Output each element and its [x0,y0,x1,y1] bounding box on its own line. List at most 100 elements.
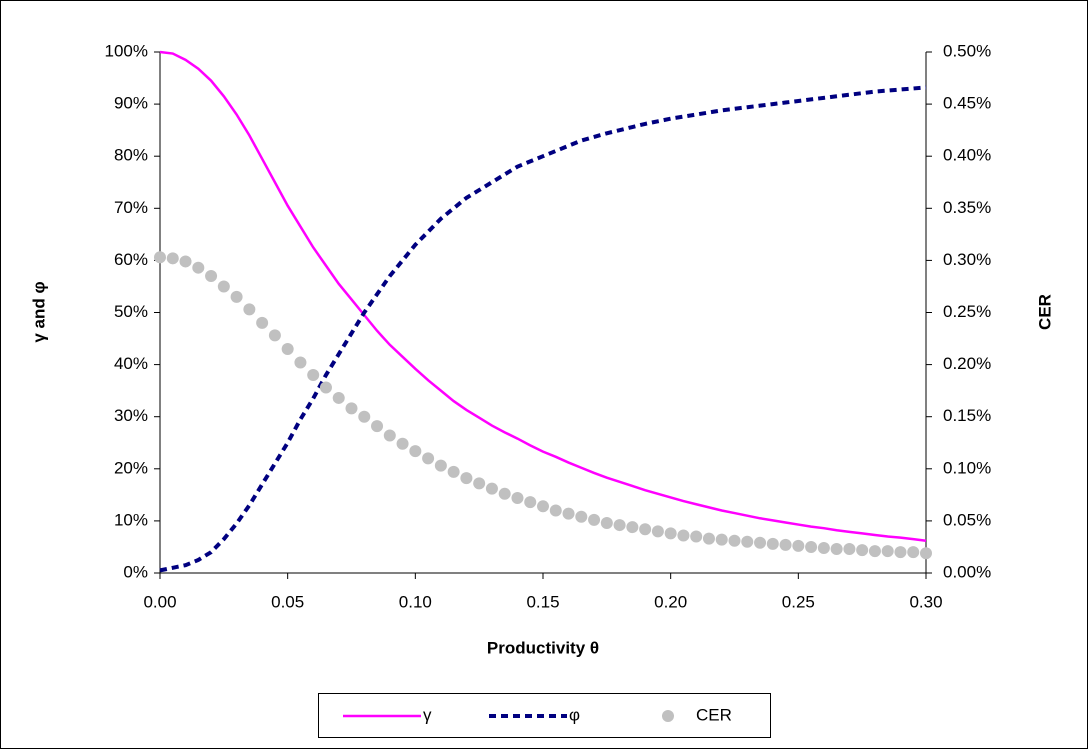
legend-swatch [662,710,674,722]
data-point [843,543,856,556]
y2-axis-title: CER [1035,294,1054,330]
x-tick-label: 0.10 [399,592,432,611]
data-point [358,410,371,423]
x-tick-label: 0.30 [909,592,942,611]
data-point [434,459,447,472]
x-tick-label: 0.05 [271,592,304,611]
data-point [549,504,562,517]
y2-tick-label: 0.30% [943,250,991,269]
data-point [307,369,320,382]
data-point [626,521,639,534]
y-tick-label: 70% [114,198,148,217]
data-point [856,544,869,557]
x-tick-label: 0.15 [526,592,559,611]
data-point [524,496,537,509]
data-point [205,270,218,283]
data-point [613,519,626,532]
data-point [256,316,269,329]
data-point [268,329,281,342]
data-point [728,534,741,547]
data-point [741,535,754,548]
data-point [409,445,422,458]
y2-tick-label: 0.15% [943,406,991,425]
y2-tick-label: 0.45% [943,94,991,113]
data-point [217,280,230,293]
data-point [562,507,575,520]
data-point [319,381,332,394]
legend-label: CER [696,705,732,724]
data-point [179,255,192,268]
data-point [281,342,294,355]
data-point [715,533,728,546]
data-point [460,472,473,485]
data-point [868,545,881,558]
data-point [383,429,396,442]
data-point [166,252,179,265]
data-point [817,541,830,554]
y-tick-label: 90% [114,94,148,113]
data-point [537,500,549,513]
data-point [651,525,664,538]
y-tick-label: 40% [114,354,148,373]
series-line [159,50,927,542]
data-point [447,465,460,478]
x-tick-label: 0.25 [782,592,815,611]
data-point [511,491,524,504]
data-point [779,538,792,551]
y-tick-label: 30% [114,406,148,425]
data-point [345,402,358,415]
series-line [159,85,927,573]
y2-tick-label: 0.25% [943,302,991,321]
data-point [805,540,818,553]
data-point [702,532,715,545]
y-axis-title: γ and φ [29,281,48,342]
y2-tick-label: 0.00% [943,562,991,581]
data-point [396,437,409,450]
data-point [243,303,256,316]
data-point [588,513,601,526]
y-tick-label: 100% [105,41,148,60]
x-tick-label: 0.20 [654,592,687,611]
data-point [498,487,511,500]
legend-label: φ [569,705,580,724]
data-point [371,420,384,433]
data-point [639,523,652,536]
y-tick-label: 60% [114,250,148,269]
data-point [920,547,932,560]
data-point [664,527,677,540]
data-point [422,452,435,465]
data-point [154,251,166,264]
data-point [792,539,805,552]
data-point [600,516,613,529]
data-point [473,477,486,490]
data-point [830,543,843,556]
y-tick-label: 80% [114,146,148,165]
x-axis-title: Productivity θ [487,638,599,657]
y2-tick-label: 0.40% [943,146,991,165]
y2-tick-label: 0.50% [943,41,991,60]
data-point [766,537,779,550]
y2-tick-label: 0.20% [943,354,991,373]
y-tick-label: 0% [123,562,148,581]
data-point [332,391,345,404]
data-point [881,545,894,558]
data-point [230,290,243,303]
y-tick-label: 10% [114,510,148,529]
data-point [690,530,703,543]
data-point [294,356,307,369]
data-point [754,536,767,549]
y-tick-label: 20% [114,458,148,477]
data-point [907,546,920,559]
data-point [575,510,588,523]
data-point [677,529,690,542]
y2-tick-label: 0.05% [943,510,991,529]
y2-tick-label: 0.35% [943,198,991,217]
y-tick-label: 50% [114,302,148,321]
data-point [894,546,907,559]
legend-label: γ [423,705,432,724]
y2-tick-label: 0.10% [943,458,991,477]
x-tick-label: 0.00 [143,592,176,611]
data-point [192,261,205,274]
